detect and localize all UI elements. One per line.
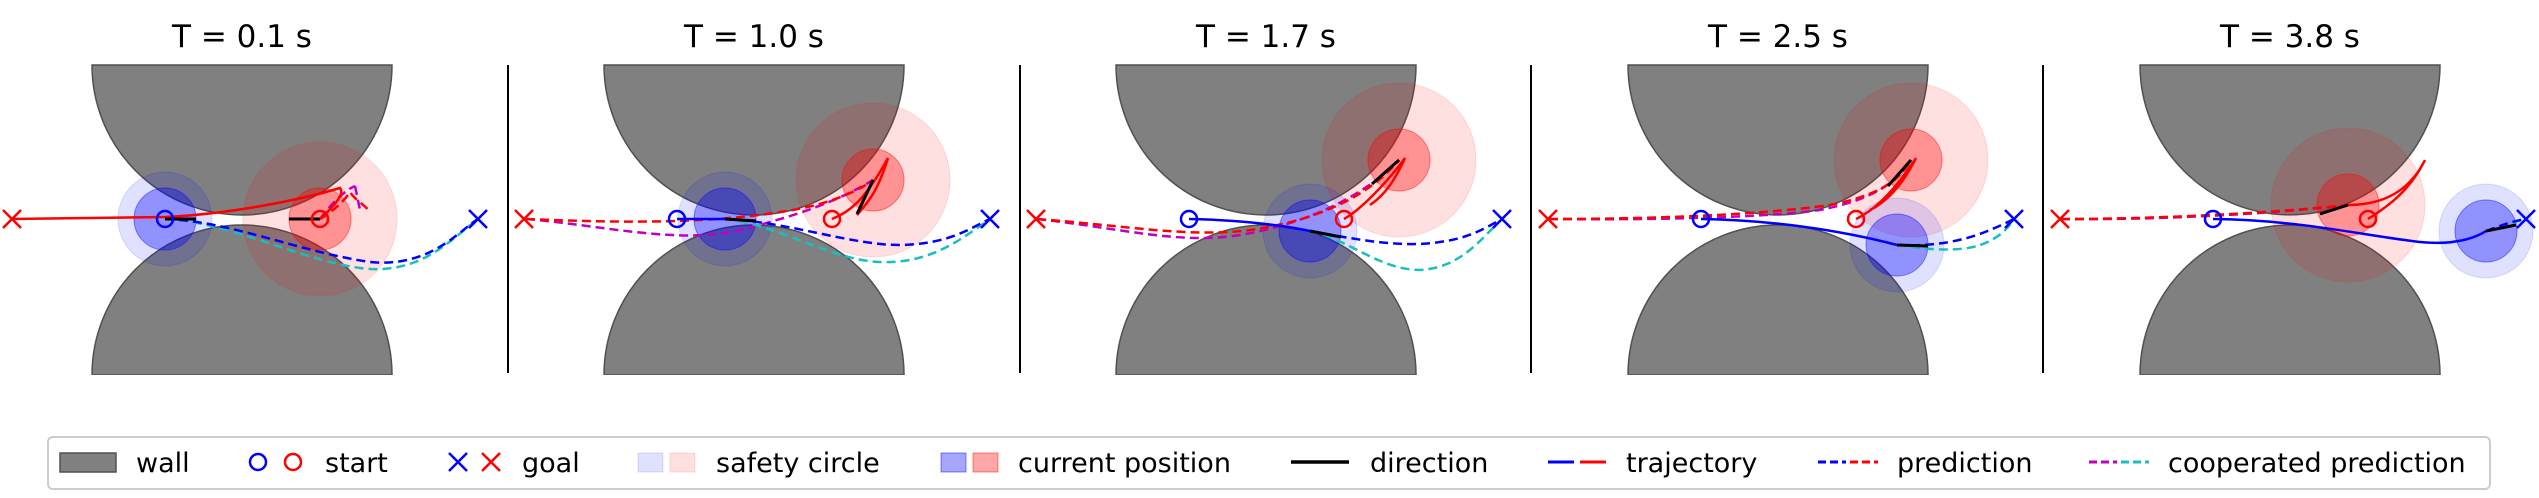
direction-red — [855, 179, 875, 215]
prediction-blue — [724, 217, 991, 247]
panel-title: T = 1.7 s — [1195, 19, 1336, 55]
wall-top — [1627, 64, 1929, 216]
coop-prediction-blue — [724, 217, 991, 264]
direction-blue — [2485, 223, 2517, 233]
legend: wall start goal safety circle current po… — [47, 436, 2491, 490]
start-red — [1334, 209, 1354, 229]
wall-swatch — [59, 452, 117, 473]
legend-label-wall: wall — [136, 448, 190, 479]
goal-blue — [1492, 209, 1512, 229]
panel-title: T = 0.1 s — [171, 19, 312, 55]
coop-prediction-blue — [164, 217, 479, 271]
safety-red-swatch — [669, 452, 696, 473]
legend-label-prediction: prediction — [1897, 448, 2032, 479]
trajectory-red — [1343, 157, 1407, 221]
panel-1: T = 0.1 s — [2, 19, 488, 375]
wall-top — [2139, 64, 2441, 216]
goal-red — [514, 209, 534, 229]
direction-red — [2319, 203, 2349, 216]
start-blue-icon — [248, 452, 268, 472]
wall-top — [603, 64, 905, 216]
current-blue-swatch — [940, 452, 967, 473]
legend-item-coop: cooperated prediction — [2089, 448, 2466, 479]
goal-blue — [468, 209, 488, 229]
goal-red-icon — [481, 452, 501, 472]
panel-5: T = 3.8 s — [2050, 19, 2536, 375]
legend-label-safety: safety circle — [716, 448, 880, 479]
start-red-icon — [283, 452, 303, 472]
trajectory-red — [831, 157, 890, 221]
direction-red — [1886, 159, 1913, 187]
legend-label-trajectory: trajectory — [1626, 448, 1757, 479]
legend-item-wall: wall — [59, 448, 190, 479]
panel-3: T = 1.7 s — [1026, 19, 1512, 375]
direction-blue — [1896, 243, 1929, 248]
wall-top — [91, 64, 393, 216]
goal-red — [2050, 209, 2070, 229]
goal-red — [1026, 209, 1046, 229]
prediction-red — [525, 179, 874, 223]
goal-blue — [2516, 209, 2536, 229]
legend-label-current: current position — [1018, 448, 1231, 479]
goal-blue — [2004, 209, 2024, 229]
start-blue — [1691, 209, 1711, 229]
start-blue — [1179, 209, 1199, 229]
panel-title: T = 1.0 s — [683, 19, 824, 55]
coop-prediction-blue — [1896, 218, 2016, 251]
legend-item-trajectory: trajectory — [1548, 448, 1757, 479]
coop-prediction-blue — [1309, 218, 1503, 272]
direction-red — [1371, 158, 1400, 186]
direction-blue — [724, 217, 757, 223]
legend-label-coop: cooperated prediction — [2168, 448, 2466, 479]
wall-bottom — [91, 224, 393, 375]
legend-item-start: start — [248, 448, 388, 479]
trajectory-red — [1855, 157, 1918, 221]
prediction-red — [319, 189, 372, 221]
goal-red — [2, 209, 22, 229]
prediction-blue — [164, 217, 479, 264]
panel-4: T = 2.5 s — [1538, 19, 2024, 375]
current-red-swatch — [972, 452, 999, 473]
start-blue — [667, 209, 687, 229]
safety-blue-swatch — [637, 452, 664, 473]
legend-label-direction: direction — [1370, 448, 1488, 479]
legend-item-current: current position — [940, 448, 1231, 479]
direction-blue — [1309, 229, 1342, 239]
panel-title: T = 2.5 s — [1707, 19, 1848, 55]
goal-red — [1538, 209, 1558, 229]
legend-frame — [47, 436, 2491, 490]
coop-prediction-red — [1036, 159, 1400, 240]
prediction-red — [1548, 159, 1913, 221]
trajectory-red — [9, 186, 343, 221]
legend-item-direction: direction — [1291, 448, 1488, 479]
legend-item-safety: safety circle — [637, 448, 880, 479]
panel-title: T = 3.8 s — [2219, 19, 2360, 55]
legend-item-goal: goal — [448, 448, 580, 479]
start-blue — [2203, 209, 2223, 229]
legend-item-prediction: prediction — [1818, 448, 2032, 479]
start-blue — [155, 209, 175, 229]
start-red — [822, 209, 842, 229]
start-red — [310, 209, 330, 229]
legend-label-start: start — [325, 448, 388, 479]
legend-label-goal: goal — [522, 448, 580, 479]
trajectory-red — [2347, 159, 2427, 221]
panel-2: T = 1.0 s — [514, 19, 1000, 375]
start-red — [1846, 209, 1866, 229]
goal-blue — [980, 209, 1000, 229]
prediction-red — [1036, 159, 1400, 234]
trajectory-blue — [1188, 217, 1311, 233]
trajectory-blue — [1700, 217, 1898, 247]
wall-top — [1115, 64, 1417, 216]
goal-blue-icon — [448, 452, 468, 472]
start-red — [2358, 209, 2378, 229]
trajectory-blue — [2212, 217, 2487, 245]
